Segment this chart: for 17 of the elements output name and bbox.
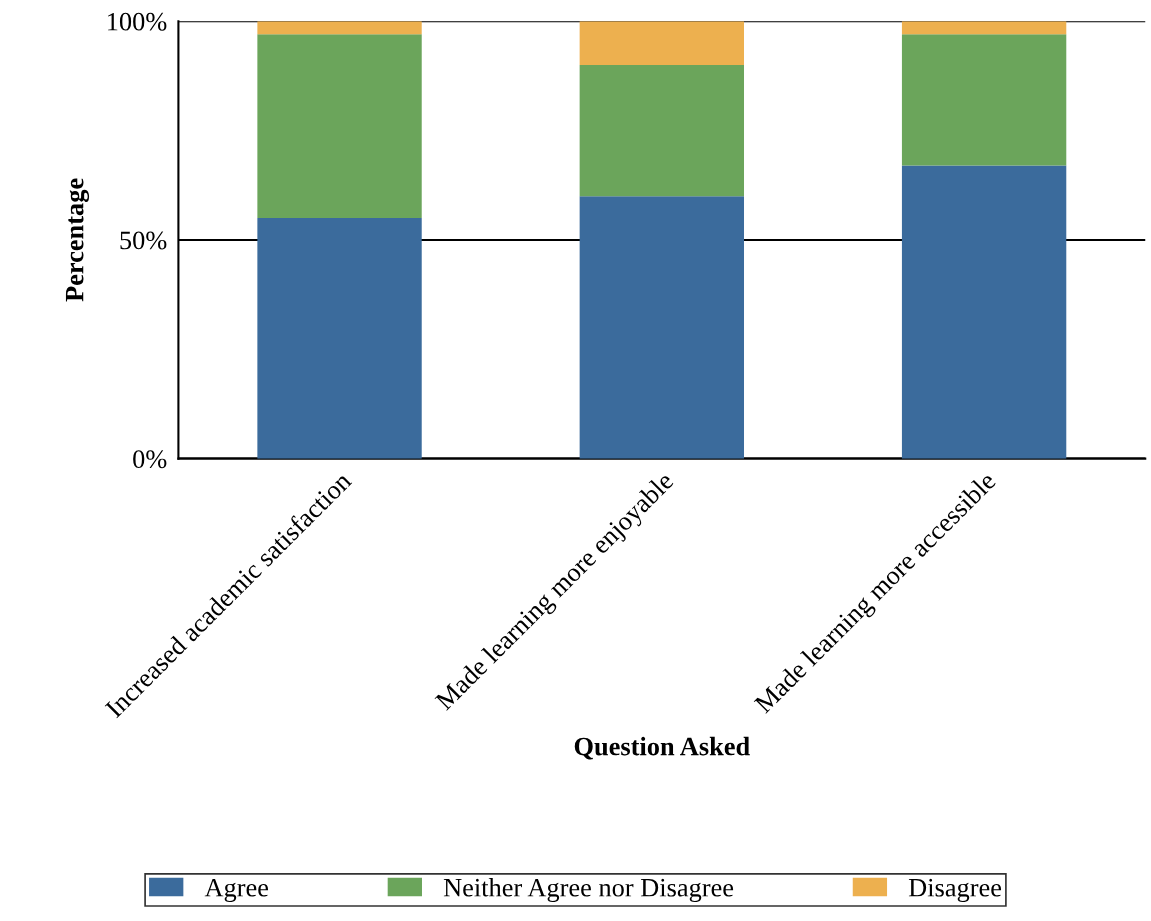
bar — [901, 165, 1067, 459]
x-axis-title: Question Asked — [574, 736, 750, 760]
bar — [257, 34, 422, 219]
y-tick-label: 0% — [133, 450, 167, 469]
legend-label: Agree — [204, 878, 269, 903]
bar — [257, 21, 422, 35]
bar — [579, 64, 745, 197]
legend-label: Disagree — [908, 878, 1002, 903]
bar — [901, 21, 1067, 35]
y-tick-label: 100% — [108, 12, 167, 31]
bar — [579, 196, 745, 459]
bar — [901, 34, 1067, 166]
y-tick-label: 50% — [120, 231, 167, 250]
y-axis-title: Percentage — [65, 178, 90, 302]
bar — [579, 21, 745, 65]
bar — [257, 218, 422, 459]
legend-label: Neither Agree nor Disagree — [443, 878, 734, 903]
